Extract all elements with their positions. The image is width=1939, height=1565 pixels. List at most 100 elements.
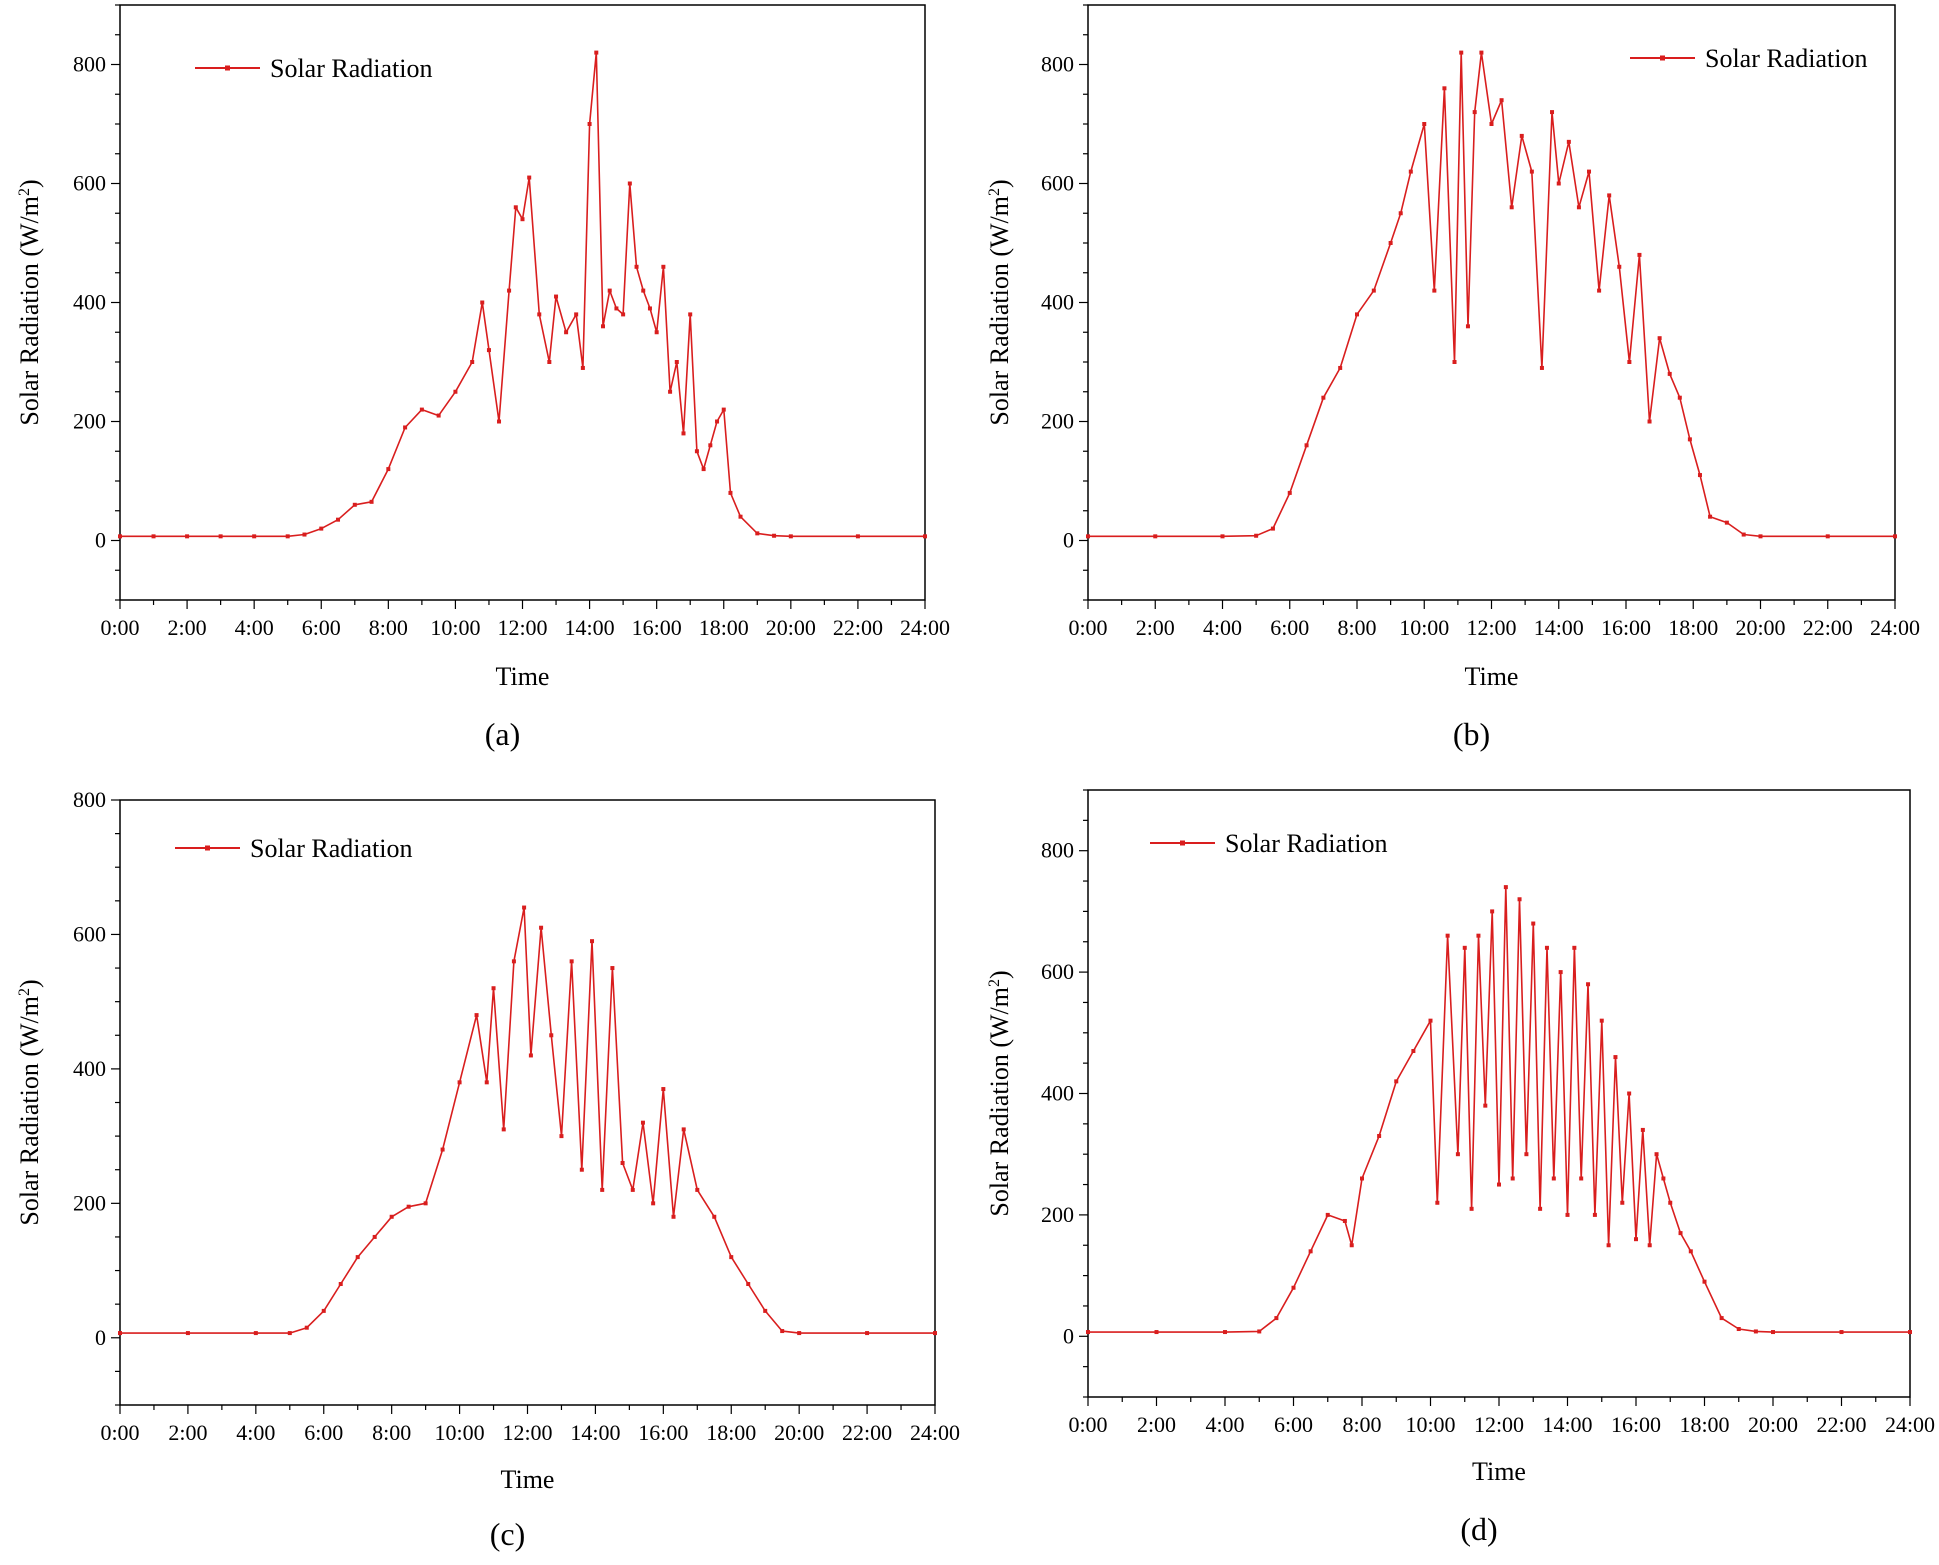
y-tick-label: 200 <box>1041 1202 1074 1227</box>
data-point <box>1342 1218 1347 1223</box>
data-point <box>1287 490 1292 495</box>
data-point <box>1566 139 1571 144</box>
data-point <box>668 389 673 394</box>
data-point <box>1086 1330 1090 1335</box>
data-point <box>1476 933 1481 938</box>
data-point <box>721 407 726 412</box>
data-point <box>688 312 693 317</box>
y-tick-label: 400 <box>1041 1081 1074 1106</box>
x-axis-title: Time <box>1472 1457 1526 1486</box>
data-point <box>1270 526 1275 531</box>
data-point <box>579 1167 584 1172</box>
series-line <box>120 51 925 538</box>
data-point <box>1627 1091 1632 1096</box>
data-point <box>671 1214 676 1219</box>
y-tick-label: 800 <box>1041 52 1074 77</box>
x-tick-label: 12:00 <box>1474 1412 1524 1437</box>
x-tick-label: 6:00 <box>302 615 341 640</box>
data-point <box>923 534 927 539</box>
data-point <box>574 312 579 317</box>
x-tick-label: 2:00 <box>1137 1412 1176 1437</box>
data-point <box>763 1308 768 1313</box>
data-point <box>436 413 441 418</box>
y-tick-label: 200 <box>73 1190 106 1215</box>
data-point <box>1697 473 1702 478</box>
data-point <box>1579 1176 1584 1181</box>
data-point <box>1544 945 1549 950</box>
data-point <box>681 1127 686 1132</box>
data-point <box>1620 1200 1625 1205</box>
x-tick-label: 0:00 <box>100 615 139 640</box>
data-point <box>1469 1206 1474 1211</box>
data-point <box>1411 1049 1416 1054</box>
data-point <box>1257 1329 1262 1334</box>
data-point <box>1510 1176 1515 1181</box>
x-tick-label: 6:00 <box>1274 1412 1313 1437</box>
data-point <box>486 348 491 353</box>
x-tick-label: 16:00 <box>1601 615 1651 640</box>
data-point <box>528 1053 533 1058</box>
data-point <box>614 306 619 311</box>
x-axis-title: Time <box>496 662 550 691</box>
data-point <box>1758 534 1763 539</box>
plot-frame <box>119 4 926 601</box>
data-point <box>336 517 341 522</box>
data-point <box>1529 169 1534 174</box>
y-tick-label: 200 <box>73 409 106 434</box>
data-point <box>1153 534 1158 539</box>
data-point <box>610 966 615 971</box>
data-point <box>1465 324 1470 329</box>
data-point <box>185 1331 190 1336</box>
data-point <box>1741 532 1746 537</box>
chart-panel-d: 0 200 400 600 800 0:00 2:00 4:00 6:00 8:00 10:00 12… <box>970 780 1939 1565</box>
data-point <box>1606 1243 1611 1248</box>
data-point <box>338 1282 343 1286</box>
data-point <box>634 264 639 269</box>
data-point <box>1462 945 1467 950</box>
y-tick-label: 0 <box>95 528 106 553</box>
data-point <box>1338 365 1343 370</box>
data-point <box>372 1234 377 1239</box>
x-tick-label: 20:00 <box>1735 615 1785 640</box>
x-tick-label: 10:00 <box>1405 1412 1455 1437</box>
data-point <box>1442 86 1447 91</box>
x-tick-label: 14:00 <box>570 1420 620 1445</box>
data-point <box>1509 205 1514 210</box>
x-tick-label: 24:00 <box>910 1420 960 1445</box>
data-point <box>1539 365 1544 370</box>
legend-label: Solar Radiation <box>1705 44 1867 73</box>
data-point <box>1086 534 1090 539</box>
data-point <box>1576 205 1581 210</box>
data-point <box>1308 1249 1313 1254</box>
panel-caption: (d) <box>1460 1511 1497 1547</box>
chart-panel-c: 0 200 400 600 800 0:00 2:00 4:00 6:00 8:00 10:00 12… <box>0 780 970 1565</box>
data-point <box>1634 1237 1638 1242</box>
data-point <box>580 365 585 370</box>
data-point <box>1349 1243 1354 1248</box>
data-point <box>355 1255 360 1260</box>
x-tick-label: 12:00 <box>1466 615 1516 640</box>
x-tick-label: 10:00 <box>435 1420 485 1445</box>
x-tick-label: 14:00 <box>1534 615 1584 640</box>
data-point <box>1736 1327 1741 1332</box>
x-axis-title: Time <box>1465 662 1519 691</box>
data-point <box>1291 1285 1296 1290</box>
data-point <box>715 419 720 424</box>
data-point <box>788 534 793 539</box>
data-point <box>594 50 599 55</box>
data-point <box>621 312 626 317</box>
data-point <box>674 360 679 364</box>
data-point <box>1321 395 1326 400</box>
data-point <box>695 1187 700 1192</box>
data-point <box>729 1255 734 1260</box>
x-tick-label: 8:00 <box>1337 615 1376 640</box>
x-tick-label: 18:00 <box>699 615 749 640</box>
data-point <box>252 534 257 539</box>
x-tick-label: 12:00 <box>502 1420 552 1445</box>
data-point <box>352 502 357 507</box>
data-point <box>1428 1018 1433 1023</box>
x-tick-label: 14:00 <box>565 615 615 640</box>
x-tick-label: 4:00 <box>236 1420 275 1445</box>
data-point <box>1524 1152 1529 1157</box>
data-point <box>403 425 408 430</box>
